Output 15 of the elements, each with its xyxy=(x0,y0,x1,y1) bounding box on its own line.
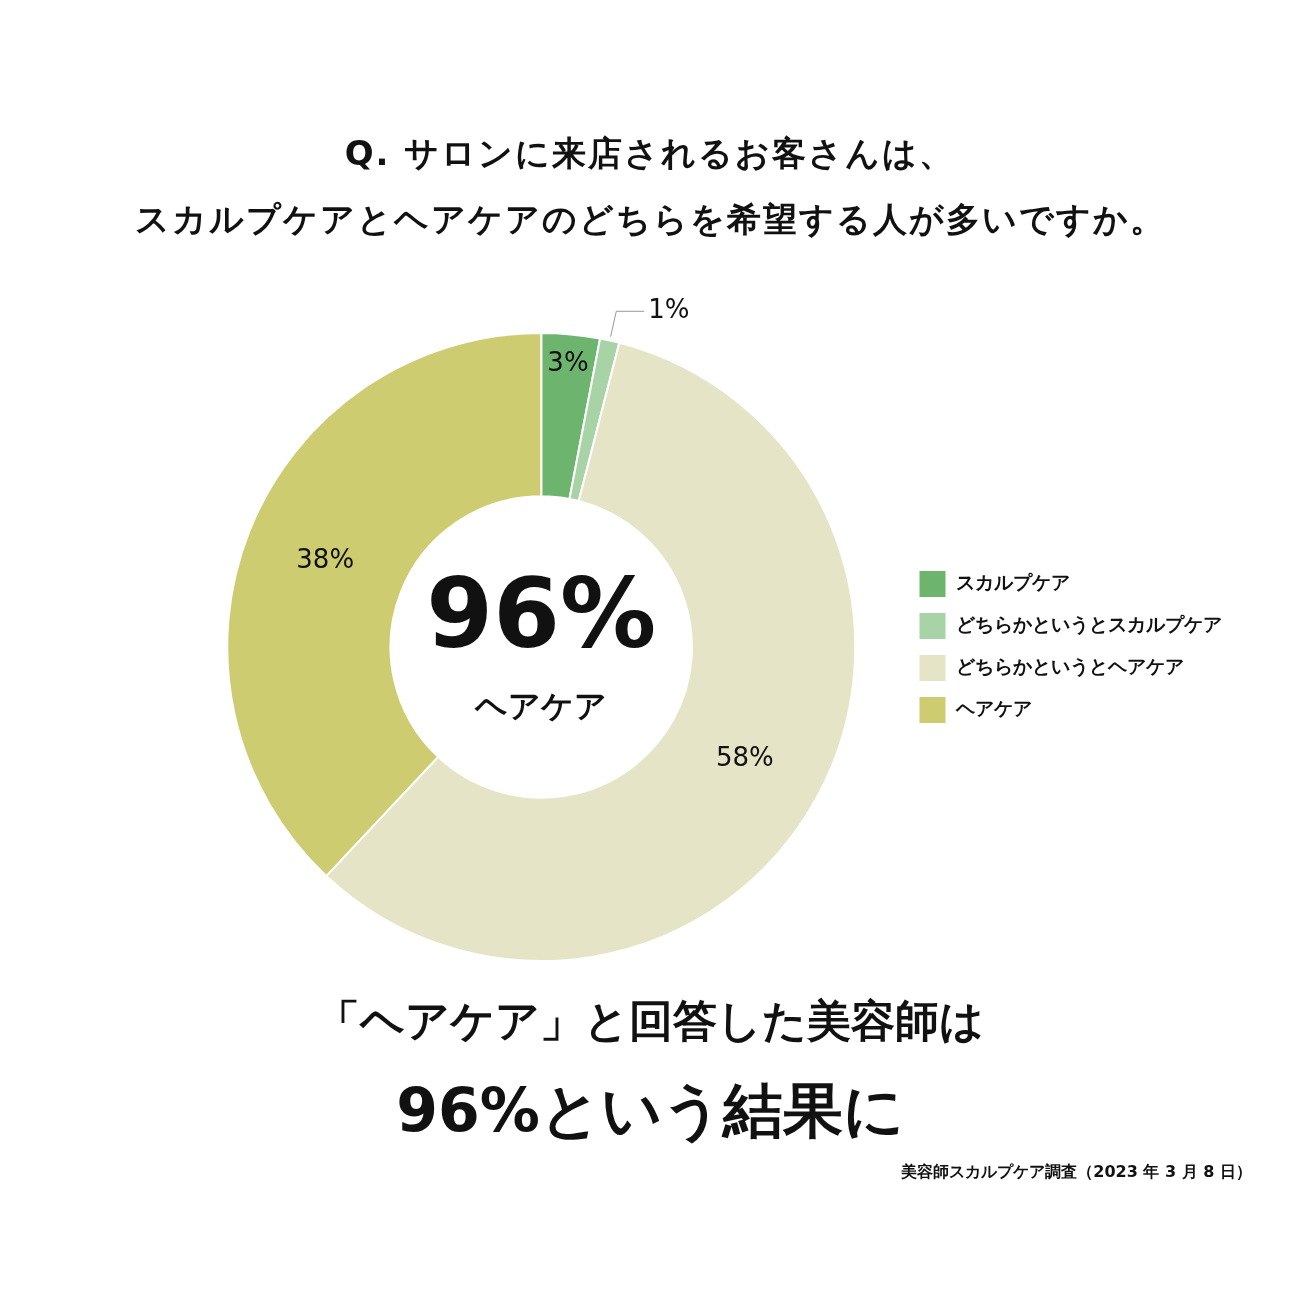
legend-label: ヘアケア xyxy=(955,696,1032,719)
chart-title: Q. サロンに来店されるお客さんは、 xyxy=(343,132,957,175)
text: 美容師スカルプケア調査（2023 年 3 月 8 日） xyxy=(900,1162,1253,1183)
text: 「ヘアケア」と回答した美容師は xyxy=(315,994,985,1048)
data-label: 3% xyxy=(547,347,589,378)
legend-label: どちらかというとヘアケア xyxy=(956,654,1184,678)
legend-label: どちらかというとスカルプケア xyxy=(956,612,1222,636)
data-label: 38% xyxy=(296,544,355,575)
chart-subtitle: スカルプケアとヘアケアのどちらを希望する人が多いですか。 xyxy=(133,198,1167,241)
data-label: 58% xyxy=(715,741,774,772)
text: ヘアケア xyxy=(474,687,608,726)
text: 96% xyxy=(426,557,657,670)
data-label: 1% xyxy=(648,294,690,325)
legend-label: スカルプケア xyxy=(956,570,1070,593)
text: 96%という結果に xyxy=(395,1074,905,1147)
